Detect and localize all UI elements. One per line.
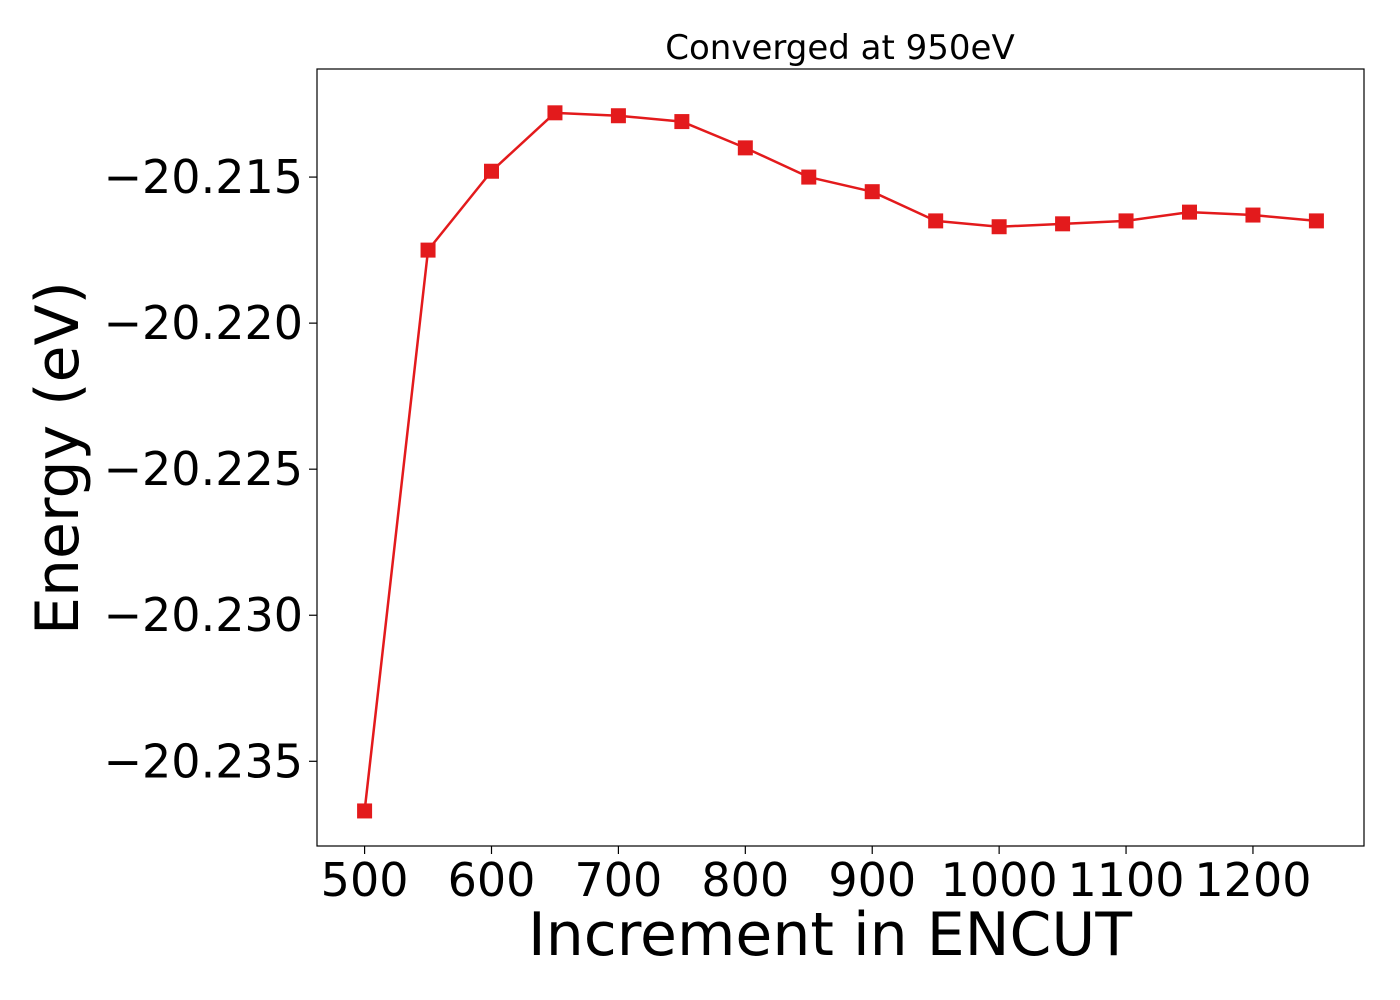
x-tick-label: 900 bbox=[828, 853, 916, 907]
x-tick-label: 1200 bbox=[1194, 853, 1311, 907]
data-point-marker bbox=[674, 114, 690, 130]
x-tick-label: 600 bbox=[448, 853, 536, 907]
x-tick-label: 1100 bbox=[1068, 853, 1185, 907]
x-tick-label: 800 bbox=[701, 853, 789, 907]
data-point-marker bbox=[610, 108, 626, 124]
y-tick-label: −20.225 bbox=[104, 442, 304, 496]
data-point-marker bbox=[928, 213, 944, 229]
x-tick-label: 700 bbox=[575, 853, 663, 907]
data-point-marker bbox=[420, 242, 436, 258]
data-point-marker bbox=[991, 219, 1007, 235]
data-point-marker bbox=[484, 163, 499, 179]
data-point-marker bbox=[801, 169, 817, 185]
y-axis-ticks: −20.215 −20.220 −20.225 −20.230 −20.235 bbox=[104, 150, 317, 788]
data-point-marker bbox=[357, 803, 373, 819]
data-point-marker bbox=[1308, 213, 1324, 229]
data-point-marker bbox=[1182, 204, 1197, 220]
data-point-marker bbox=[1118, 213, 1134, 229]
series-line bbox=[363, 111, 1317, 812]
y-tick-label: −20.230 bbox=[104, 588, 304, 642]
x-axis-label: Increment in ENCUT bbox=[528, 900, 1132, 970]
data-point-marker bbox=[737, 140, 753, 156]
y-tick-label: −20.220 bbox=[104, 296, 304, 350]
x-tick-label: 1000 bbox=[941, 853, 1058, 907]
data-point-marker bbox=[1055, 216, 1071, 232]
data-point-marker bbox=[1245, 207, 1261, 223]
data-point-marker bbox=[547, 105, 563, 121]
chart-title: Converged at 950eV bbox=[665, 28, 1014, 68]
data-point-marker bbox=[864, 184, 880, 200]
plot-frame bbox=[316, 68, 1365, 847]
x-axis-ticks: 500 600 700 800 900 1000 1100 1200 bbox=[321, 846, 1311, 907]
y-tick-label: −20.215 bbox=[104, 150, 304, 204]
y-tick-label: −20.235 bbox=[104, 734, 304, 788]
x-tick-label: 500 bbox=[321, 853, 409, 907]
plot-area bbox=[316, 68, 1365, 847]
y-axis-label: Energy (eV) bbox=[23, 281, 93, 635]
